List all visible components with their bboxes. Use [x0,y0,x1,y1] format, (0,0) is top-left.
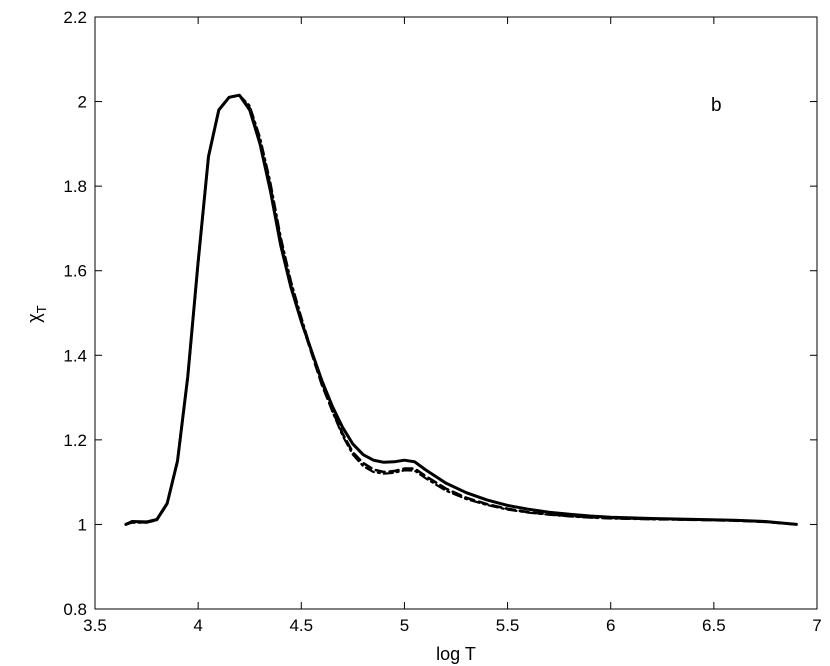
y-axis-label: χT [24,305,49,322]
y-tick-label: 1.2 [63,431,87,450]
panel-annotation: b [711,95,722,116]
x-tick-label: 4.5 [289,616,313,635]
y-tick-label: 1.4 [63,346,87,365]
ticks: 3.5 4 4.5 5 5.5 6 6.5 7 0.8 1 1.2 1.4 1.6 1.8 2 2.2 [63,8,821,635]
y-tick-label: 2.2 [63,8,87,27]
y-axis-label-symbol: χ [24,313,44,323]
plot-area [94,16,818,610]
x-axis-label: log T [436,644,476,664]
x-tick-label: 7 [812,616,821,635]
y-tick-label: 1.8 [63,177,87,196]
y-axis-label-subscript: T [34,305,49,313]
x-tick-label: 3.5 [83,616,107,635]
y-tick-label: 1 [78,515,87,534]
x-tick-label: 5.5 [496,616,520,635]
x-tick-label: 4 [193,616,202,635]
x-tick-label: 6.5 [702,616,726,635]
y-tick-label: 2 [78,93,87,112]
y-tick-label: 0.8 [63,600,87,619]
series-group [124,93,798,526]
series-line-solid [124,93,798,526]
y-tick-label: 1.6 [63,262,87,281]
x-tick-label: 6 [606,616,615,635]
x-tick-label: 5 [400,616,409,635]
svg-text:χT: χT [24,305,49,322]
